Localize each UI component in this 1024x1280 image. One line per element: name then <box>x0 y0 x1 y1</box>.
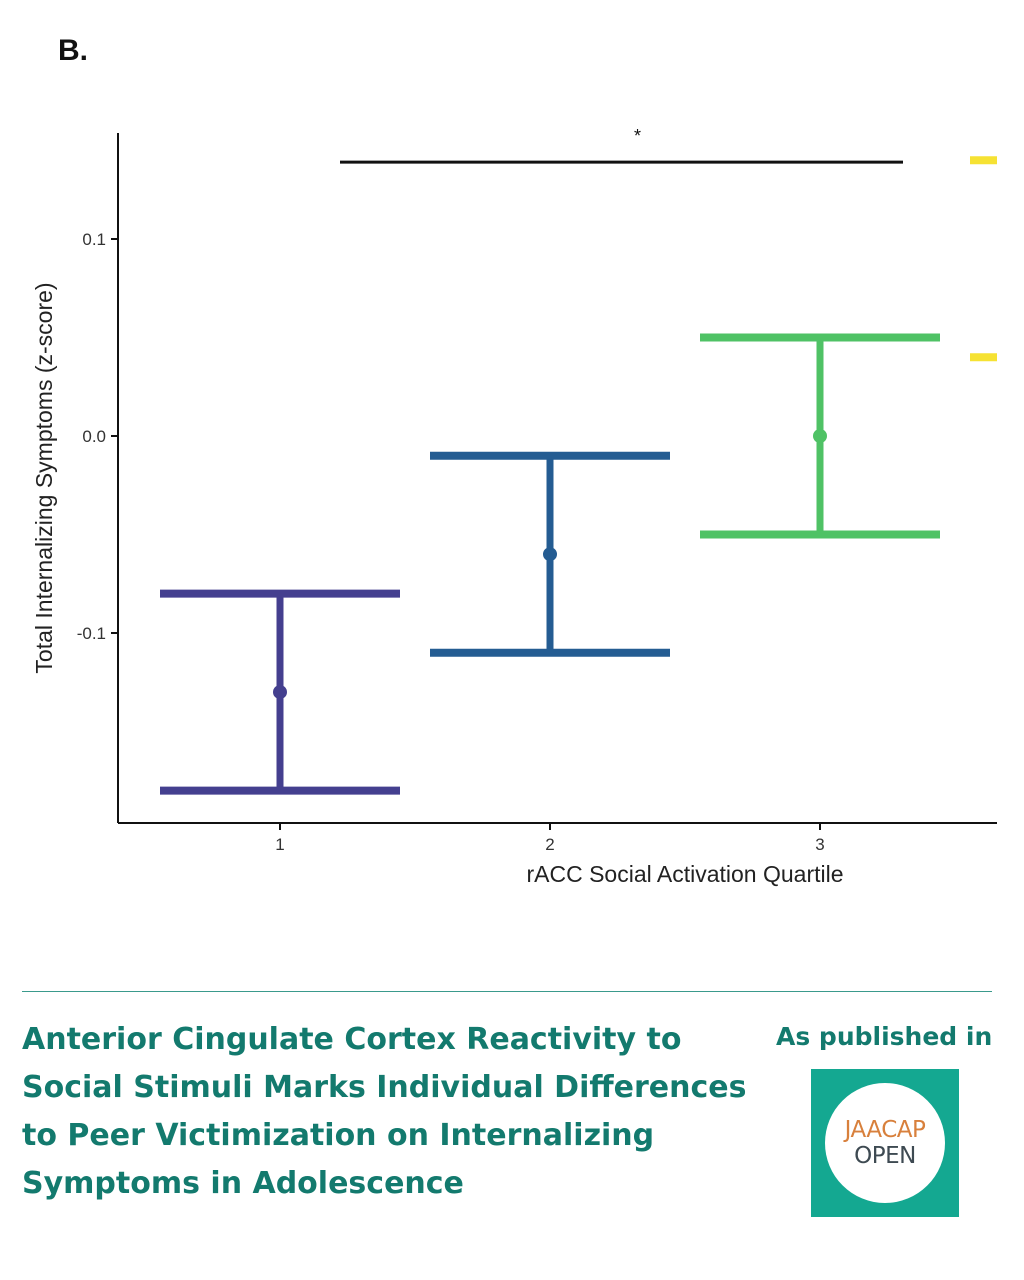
journal-logo-line2: OPEN <box>854 1143 916 1169</box>
axes: 0.1 0.0 -0.1 1 2 3 <box>77 133 997 854</box>
y-tick-label: -0.1 <box>77 624 106 643</box>
x-tick-label: 1 <box>275 835 284 854</box>
journal-logo-line1: JAACAP <box>844 1117 926 1143</box>
x-tick-label: 2 <box>545 835 554 854</box>
error-bar-group-4 <box>970 156 997 362</box>
divider <box>22 991 992 992</box>
error-bar-chart: 0.1 0.0 -0.1 1 2 3 * Total Internalizing Symp… <box>31 126 997 887</box>
error-bar-group-1 <box>160 589 400 795</box>
mean-point <box>273 685 287 700</box>
journal-logo-circle: JAACAP OPEN <box>825 1083 945 1203</box>
panel-label: B. <box>58 34 88 67</box>
journal-logo: JAACAP OPEN <box>811 1069 959 1217</box>
y-tick-label: 0.0 <box>82 427 106 446</box>
significance-label: * <box>634 126 641 146</box>
published-label: As published in <box>776 1022 993 1051</box>
error-bar-group-3 <box>700 333 940 539</box>
mean-point <box>543 547 557 562</box>
error-bar-group-2 <box>430 451 670 657</box>
chart-marks: * <box>160 126 997 795</box>
article-title: Anterior Cingulate Cortex Reactivity to … <box>22 1022 747 1201</box>
y-tick-label: 0.1 <box>82 230 106 249</box>
mean-point <box>813 429 827 443</box>
x-axis-label: rACC Social Activation Quartile <box>526 861 843 887</box>
x-tick-label: 3 <box>815 835 824 854</box>
y-axis-label: Total Internalizing Symptoms (z-score) <box>31 282 57 673</box>
